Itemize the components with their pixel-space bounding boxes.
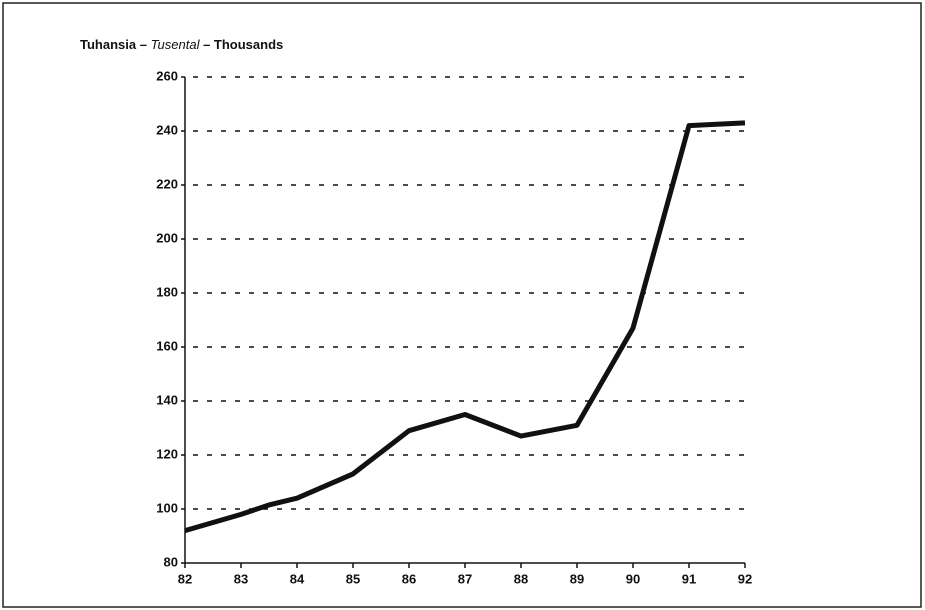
y-tick-label: 260 [156,68,178,83]
x-tick-label: 82 [178,571,192,586]
y-tick-label: 160 [156,338,178,353]
y-tick-label: 140 [156,392,178,407]
x-tick-label: 89 [570,571,584,586]
data-line [184,120,746,534]
x-tick-label: 88 [514,571,528,586]
y-axis-label-part: Tusental [151,37,201,52]
y-tick-label: 120 [156,446,178,461]
y-axis-label-part: – Thousands [199,37,283,52]
x-tick-label: 83 [234,571,248,586]
x-tick-label: 84 [290,571,305,586]
x-tick-label: 86 [402,571,416,586]
x-tick-label: 85 [346,571,360,586]
y-tick-label: 100 [156,500,178,515]
x-tick-label: 91 [682,571,696,586]
y-tick-label: 80 [164,554,178,569]
y-tick-label: 180 [156,284,178,299]
y-tick-label: 200 [156,230,178,245]
y-axis-label-part: Tuhansia – [80,37,151,52]
y-tick-label: 240 [156,122,178,137]
y-tick-label: 220 [156,176,178,191]
x-tick-label: 87 [458,571,472,586]
y-axis-label: Tuhansia – Tusental – Thousands [80,37,283,52]
x-tick-label: 92 [738,571,752,586]
x-tick-label: 90 [626,571,640,586]
